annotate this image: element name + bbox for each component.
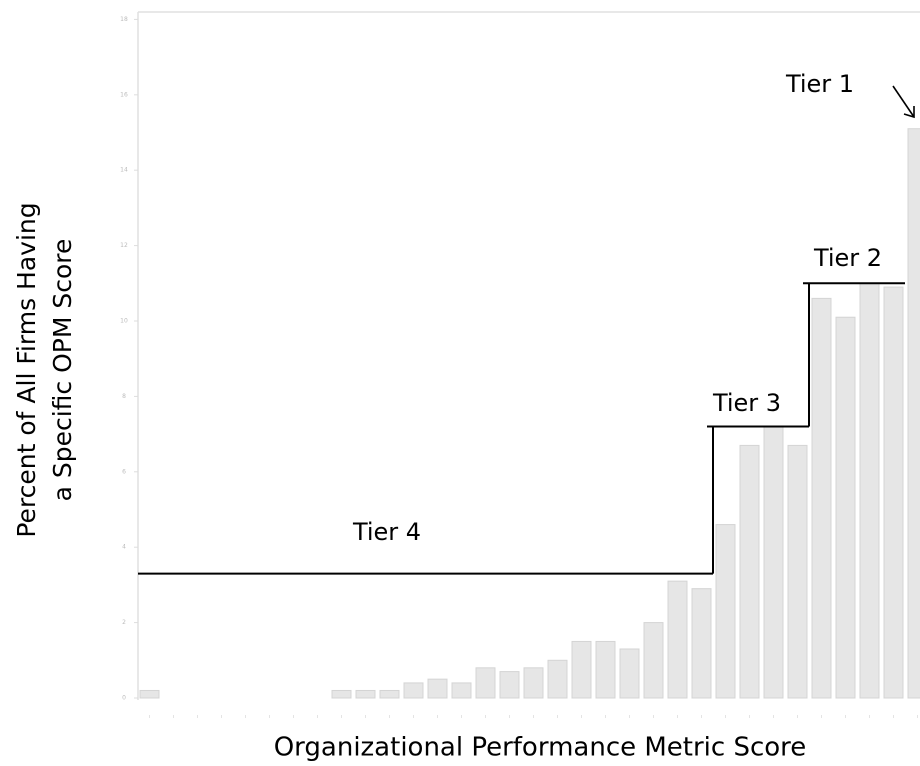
tier-label: Tier 1: [785, 70, 854, 98]
bar: [571, 640, 592, 699]
y-tick-label: 8: [122, 393, 126, 400]
bar: [499, 671, 520, 699]
bar: [451, 682, 472, 699]
bar: [739, 444, 760, 699]
tier-label: Tier 4: [352, 518, 421, 546]
y-tick-label: 2: [122, 619, 126, 626]
bar: [379, 689, 400, 699]
bar: [595, 640, 616, 699]
y-tick-label: 18: [120, 16, 128, 23]
bar: [667, 580, 688, 699]
y-tick-label: 10: [120, 318, 128, 325]
y-axis-label: a Specific OPM Score: [48, 239, 77, 502]
y-tick-label: 14: [120, 167, 128, 174]
y-axis-label: Percent of All Firms Having: [12, 202, 41, 537]
bar: [331, 689, 352, 699]
bar: [355, 689, 376, 699]
y-tick-label: 0: [122, 695, 126, 702]
bar: [475, 667, 496, 699]
bar: [547, 659, 568, 699]
bar: [523, 667, 544, 699]
bar: [427, 678, 448, 699]
x-axis-label: Organizational Performance Metric Score: [274, 733, 807, 763]
tier-arrow: [892, 85, 915, 118]
bar: [835, 316, 856, 699]
y-tick-label: 6: [122, 468, 126, 475]
tier-label: Tier 2: [813, 244, 882, 272]
bar: [643, 622, 664, 699]
bar: [787, 444, 808, 699]
tier-arrow-head: [903, 106, 915, 119]
bar: [907, 128, 920, 699]
bar: [619, 648, 640, 699]
bar: [763, 426, 784, 699]
bar: [139, 689, 160, 699]
bar: [811, 297, 832, 699]
bar: [883, 286, 904, 699]
y-tick-label: 12: [120, 242, 128, 249]
y-tick-label: 16: [120, 91, 128, 98]
bar: [715, 524, 736, 699]
bar: [859, 282, 880, 699]
tier-label: Tier 3: [712, 389, 781, 417]
y-tick-label: 4: [122, 544, 126, 551]
bar: [691, 588, 712, 699]
bar: [403, 682, 424, 699]
